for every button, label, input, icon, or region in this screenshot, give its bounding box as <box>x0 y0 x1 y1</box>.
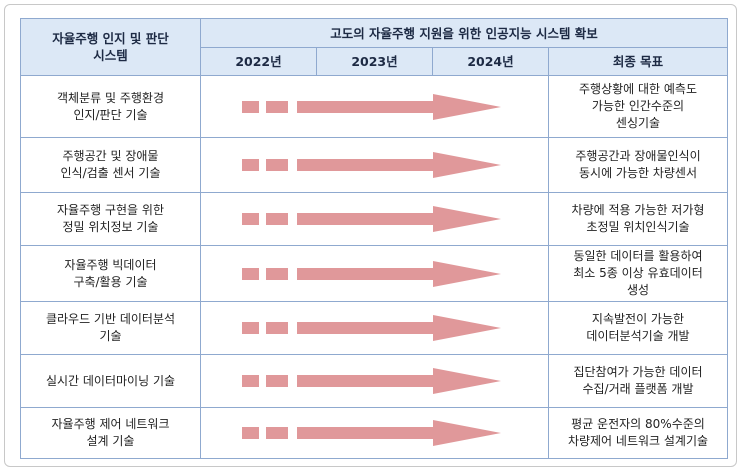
text-line: 동시에 가능한 차량센서 <box>578 166 698 180</box>
year-header: 2024년 <box>432 47 549 76</box>
text-line: 자율주행 인지 및 판단 <box>52 31 169 46</box>
text-line: 인지/판단 기술 <box>73 107 148 122</box>
text-line: 주행공간과 장애물인식이 <box>575 149 701 163</box>
arrow-cell <box>200 245 549 302</box>
arrow <box>242 93 501 120</box>
text-line: 클라우드 기반 데이터분석 <box>45 312 176 326</box>
text-line: 지속발전이 가능한 <box>591 312 685 326</box>
text-line: 주행공간 및 장애물 <box>62 149 159 163</box>
arrow-cell <box>200 75 549 138</box>
text-line: 설계 기술 <box>86 434 135 448</box>
text-line: 가능한 인간수준의 <box>591 99 685 113</box>
arrow <box>242 206 501 232</box>
text-line: 자율주행 구현을 위한 <box>57 203 164 217</box>
text-line: 차량제어 네트워크 설계기술 <box>567 434 709 448</box>
text-line: 초정밀 위치인식기술 <box>586 220 690 234</box>
arrow-cell <box>200 354 549 408</box>
arrow <box>242 420 501 446</box>
text-line: 객체분류 및 주행환경 <box>57 90 164 105</box>
tech-cell: 실시간 데이터마이닝 기술 <box>20 354 201 408</box>
text-line: 자율주행 제어 네트워크 <box>51 417 170 431</box>
year-header: 2023년 <box>316 47 433 76</box>
text-line: 차량에 적용 가능한 저가형 <box>571 203 705 217</box>
text-line: 구축/활용 기술 <box>73 274 148 289</box>
text-line: 자율주행 빅데이터 <box>64 257 157 272</box>
arrow <box>242 315 501 341</box>
arrow-cell <box>200 137 549 193</box>
frame <box>4 4 737 467</box>
text-line: 주행상황에 대한 예측도 <box>578 82 698 96</box>
text-line: 기술 <box>99 329 122 343</box>
text-line: 집단참여가 가능한 데이터 <box>573 365 703 379</box>
text-line: 시스템 <box>93 48 128 63</box>
text-line: 최소 5종 이상 유효데이터 <box>573 266 703 280</box>
goal-header: 최종 목표 <box>548 47 728 76</box>
arrow <box>242 260 501 287</box>
arrow-cell <box>200 301 549 355</box>
text-line: 인식/검출 센서 기술 <box>60 166 161 180</box>
text-line: 수집/거래 플랫폼 개발 <box>582 382 694 396</box>
year-header: 2022년 <box>200 47 317 76</box>
text-line: 센싱기술 <box>615 116 661 130</box>
text-line: 생성 <box>626 283 650 297</box>
main-header: 고도의 자율주행 지원을 위한 인공지능 시스템 확보 <box>200 18 728 48</box>
text-line: 정밀 위치정보 기술 <box>62 220 159 234</box>
arrow-cell <box>200 407 549 459</box>
arrow <box>242 368 501 394</box>
arrow-cell <box>200 192 549 246</box>
text-line: 평균 운전자의 80%수준의 <box>571 417 705 431</box>
arrow <box>242 152 501 178</box>
text-line: 실시간 데이터마이닝 기술 <box>45 373 176 388</box>
text-line: 데이터분석기술 개발 <box>586 329 690 343</box>
text-line: 동일한 데이터를 활용하여 <box>573 249 703 263</box>
